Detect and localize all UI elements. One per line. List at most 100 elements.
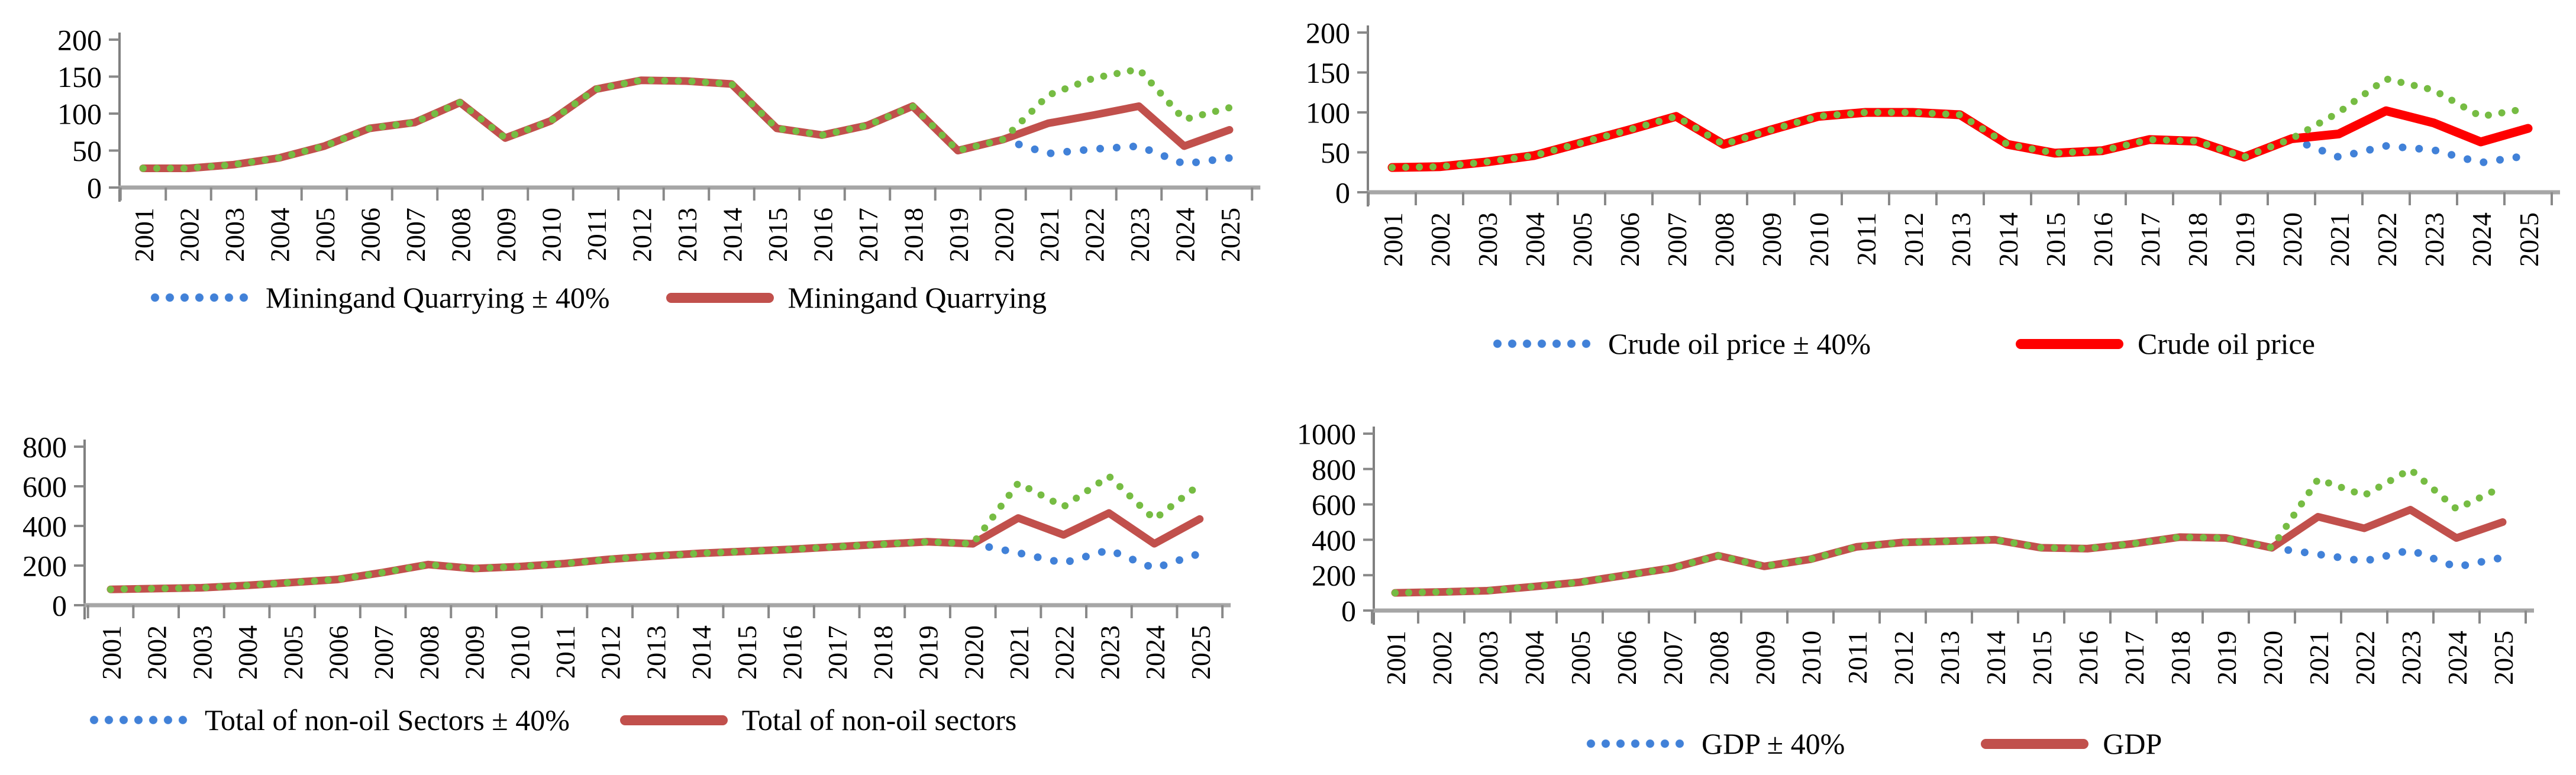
svg-text:2024: 2024 <box>1140 625 1170 680</box>
svg-text:2019: 2019 <box>913 625 944 680</box>
solid-series-marker-icon <box>2016 338 2123 349</box>
solid-series-marker-icon <box>666 292 774 303</box>
svg-text:600: 600 <box>22 470 67 503</box>
svg-text:2004: 2004 <box>233 625 263 680</box>
svg-text:2012: 2012 <box>627 208 657 262</box>
svg-text:2012: 2012 <box>1889 631 1919 685</box>
svg-text:50: 50 <box>72 134 102 167</box>
svg-text:2005: 2005 <box>1565 631 1596 685</box>
svg-text:2024: 2024 <box>2442 631 2472 685</box>
svg-text:2005: 2005 <box>278 625 308 680</box>
svg-text:2008: 2008 <box>414 625 444 680</box>
svg-text:2023: 2023 <box>2419 212 2449 267</box>
svg-text:2002: 2002 <box>1425 212 1455 267</box>
svg-text:2009: 2009 <box>1750 631 1780 685</box>
svg-text:0: 0 <box>87 172 102 205</box>
svg-text:2013: 2013 <box>1935 631 1965 685</box>
svg-text:1000: 1000 <box>1297 418 1356 451</box>
svg-text:2019: 2019 <box>2230 212 2260 267</box>
svg-text:2017: 2017 <box>822 625 853 680</box>
svg-text:2012: 2012 <box>596 625 626 680</box>
svg-text:0: 0 <box>1341 595 1356 628</box>
svg-text:2016: 2016 <box>808 208 838 262</box>
legend-label-series: Miningand Quarrying <box>787 281 1047 314</box>
legend-item-series: Total of non-oil sectors <box>619 705 1016 735</box>
svg-text:2017: 2017 <box>2135 212 2165 267</box>
svg-text:2004: 2004 <box>265 208 295 262</box>
svg-text:2013: 2013 <box>672 208 702 262</box>
svg-text:2011: 2011 <box>1851 212 1881 266</box>
legend-label-series: GDP <box>2103 727 2162 760</box>
svg-text:2019: 2019 <box>2212 631 2242 685</box>
svg-text:2008: 2008 <box>1709 212 1739 267</box>
svg-text:2014: 2014 <box>1981 631 2011 685</box>
svg-text:2001: 2001 <box>129 208 159 262</box>
svg-text:2020: 2020 <box>989 208 1019 262</box>
dotted-series-marker-icon <box>89 715 189 725</box>
svg-text:2022: 2022 <box>2350 631 2380 685</box>
solid-series-marker-icon <box>1981 738 2089 749</box>
legend-label-band: Miningand Quarrying ± 40% <box>266 281 610 314</box>
svg-text:2003: 2003 <box>219 208 250 262</box>
svg-text:2006: 2006 <box>1612 631 1642 685</box>
svg-text:2013: 2013 <box>641 625 671 680</box>
svg-text:2024: 2024 <box>2467 212 2497 267</box>
svg-text:2018: 2018 <box>868 625 898 680</box>
svg-text:2020: 2020 <box>958 625 989 680</box>
svg-text:100: 100 <box>57 98 102 131</box>
svg-text:2001: 2001 <box>1378 212 1408 267</box>
dotted-series-marker-icon <box>1586 739 1686 748</box>
svg-text:2022: 2022 <box>1080 208 1110 262</box>
svg-text:2016: 2016 <box>2088 212 2118 267</box>
svg-text:2013: 2013 <box>1946 212 1976 267</box>
legend-item-series: Miningand Quarrying <box>666 283 1047 312</box>
svg-text:2011: 2011 <box>550 625 580 679</box>
svg-text:0: 0 <box>1335 176 1350 209</box>
svg-text:2011: 2011 <box>582 208 612 261</box>
svg-text:2017: 2017 <box>853 208 883 262</box>
svg-text:2015: 2015 <box>732 625 762 680</box>
chart-mining-and-quarrying <box>0 0 1260 385</box>
svg-text:2003: 2003 <box>1473 631 1503 685</box>
svg-text:2021: 2021 <box>1004 625 1034 680</box>
svg-text:2003: 2003 <box>1473 212 1503 267</box>
legend-label-band: GDP ± 40% <box>1702 727 1845 760</box>
svg-text:800: 800 <box>22 431 67 464</box>
svg-text:2021: 2021 <box>2325 212 2355 267</box>
svg-text:2006: 2006 <box>1615 212 1645 267</box>
svg-text:2020: 2020 <box>2258 631 2288 685</box>
legend-item-band: Crude oil price ± 40% <box>1492 329 1871 359</box>
svg-text:400: 400 <box>1312 524 1356 557</box>
svg-text:2020: 2020 <box>2277 212 2307 267</box>
svg-text:2009: 2009 <box>1757 212 1787 267</box>
svg-text:2021: 2021 <box>1034 208 1064 262</box>
svg-text:2005: 2005 <box>1567 212 1597 267</box>
svg-text:2012: 2012 <box>1899 212 1929 267</box>
svg-text:200: 200 <box>22 550 67 583</box>
svg-text:2010: 2010 <box>537 208 567 262</box>
legend-mining-and-quarrying: Miningand Quarrying ± 40% Miningand Quar… <box>150 283 1047 312</box>
dotted-series-marker-icon <box>1492 339 1593 348</box>
svg-text:2025: 2025 <box>1186 625 1216 680</box>
svg-text:2011: 2011 <box>1842 631 1873 684</box>
svg-text:200: 200 <box>1312 559 1356 592</box>
svg-text:2009: 2009 <box>491 208 521 262</box>
svg-text:2014: 2014 <box>718 208 748 262</box>
svg-text:2022: 2022 <box>2372 212 2402 267</box>
svg-text:2024: 2024 <box>1170 208 1200 262</box>
svg-text:150: 150 <box>1306 56 1350 89</box>
solid-series-marker-icon <box>619 715 728 725</box>
svg-text:2025: 2025 <box>2514 212 2544 267</box>
svg-text:2014: 2014 <box>686 625 716 680</box>
dotted-series-marker-icon <box>150 293 250 302</box>
svg-text:2015: 2015 <box>763 208 793 262</box>
svg-text:2007: 2007 <box>1658 631 1688 685</box>
svg-text:2023: 2023 <box>1125 208 1155 262</box>
legend-item-series: Crude oil price <box>2016 329 2315 359</box>
svg-text:2010: 2010 <box>1804 212 1834 267</box>
svg-text:2005: 2005 <box>310 208 340 262</box>
svg-text:2004: 2004 <box>1520 212 1550 267</box>
svg-text:2019: 2019 <box>944 208 974 262</box>
